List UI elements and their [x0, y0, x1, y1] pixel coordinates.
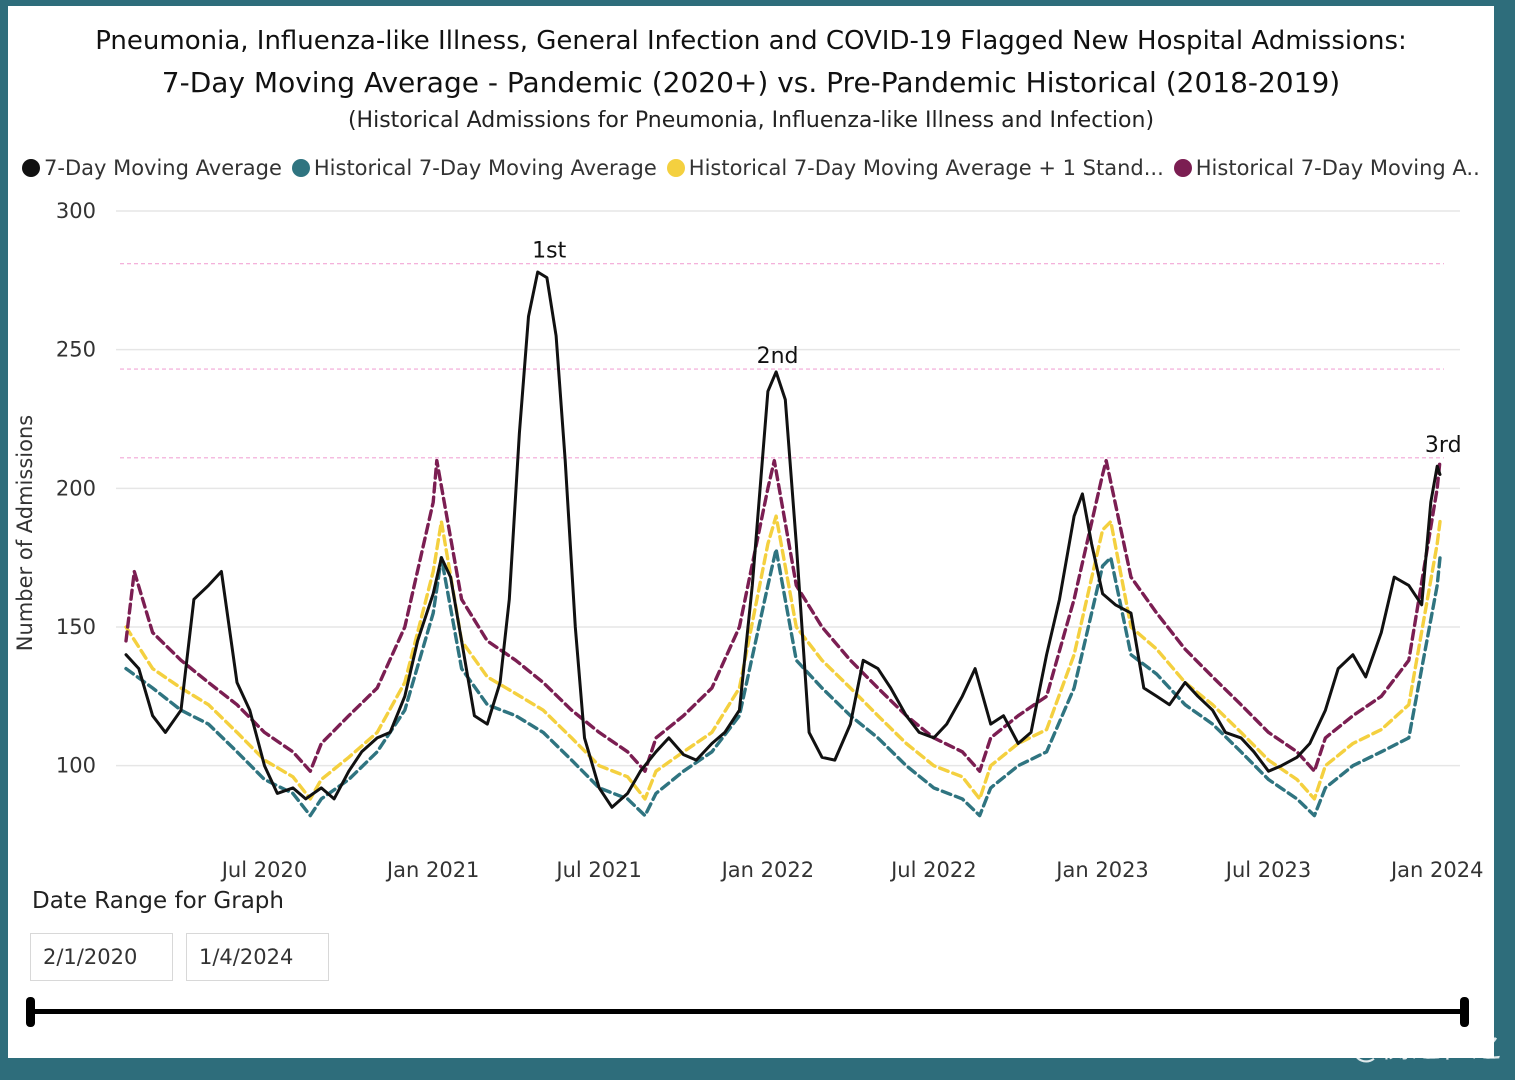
series-line-2 — [124, 514, 1442, 801]
peak-annotation: 1st — [532, 239, 566, 264]
x-tick-label: Jan 2022 — [720, 858, 815, 882]
y-tick-label: 200 — [56, 476, 96, 500]
start-date-input[interactable]: 2/1/2020 — [30, 933, 173, 981]
chart-subtitle: (Historical Admissions for Pneumonia, In… — [347, 108, 1155, 133]
end-date-input[interactable]: 1/4/2024 — [186, 933, 329, 981]
slider-start-handle[interactable] — [26, 997, 35, 1027]
legend-dot-icon — [1173, 159, 1192, 177]
peak-annotation: 2nd — [757, 344, 799, 369]
x-tick-label: Jan 2024 — [1389, 858, 1484, 882]
series-line-3 — [124, 458, 1442, 773]
chart-legend: 7-Day Moving Average Historical 7-Day Mo… — [22, 153, 1482, 183]
x-tick-label: Jul 2022 — [889, 858, 976, 882]
legend-dot-icon — [666, 159, 685, 177]
date-range-label: Date Range for Graph — [32, 888, 284, 914]
x-tick-label: Jul 2020 — [220, 858, 307, 882]
date-range-slider-track[interactable] — [30, 1009, 1466, 1014]
legend-label: Historical 7-Day Moving A... — [1195, 156, 1482, 180]
y-tick-label: 150 — [56, 615, 96, 639]
legend-label: 7-Day Moving Average — [44, 156, 282, 180]
legend-dot-icon — [291, 159, 310, 177]
x-tick-label: Jul 2021 — [554, 858, 641, 882]
legend-item-historical-plus-1sd[interactable]: Historical 7-Day Moving Average + 1 Stan… — [666, 156, 1164, 180]
report-panel: Pneumonia, Influenza-like Illness, Gener… — [8, 6, 1494, 1058]
chart-title-line-2: 7-Day Moving Average - Pandemic (2020+) … — [161, 66, 1341, 99]
x-tick-label: Jul 2023 — [1224, 858, 1311, 882]
legend-label: Historical 7-Day Moving Average + 1 Stan… — [688, 156, 1164, 180]
series-line-0 — [124, 270, 1442, 809]
slider-end-handle[interactable] — [1460, 997, 1469, 1027]
y-tick-label: 250 — [56, 338, 96, 362]
y-axis-label: Number of Admissions — [13, 415, 37, 651]
legend-dot-icon — [22, 159, 40, 177]
legend-item-historical-average[interactable]: Historical 7-Day Moving Average — [291, 156, 657, 180]
peak-annotation: 3rd — [1425, 433, 1462, 458]
series-line-1 — [124, 547, 1442, 818]
legend-item-historical-upper[interactable]: Historical 7-Day Moving A... — [1173, 156, 1482, 180]
x-tick-label: Jan 2023 — [1054, 858, 1149, 882]
x-tick-label: Jan 2021 — [385, 858, 480, 882]
line-chart: 100 150 200 250 300 Number of Admissions Jul 2… — [13, 199, 1484, 882]
legend-label: Historical 7-Day Moving Average — [313, 156, 657, 180]
chart-title-line-1: Pneumonia, Influenza-like Illness, Gener… — [95, 26, 1407, 56]
watermark: @衡之恒之 — [1351, 1030, 1501, 1065]
y-tick-label: 300 — [56, 199, 96, 223]
legend-item-moving-average[interactable]: 7-Day Moving Average — [22, 156, 282, 180]
y-tick-label: 100 — [56, 754, 96, 778]
